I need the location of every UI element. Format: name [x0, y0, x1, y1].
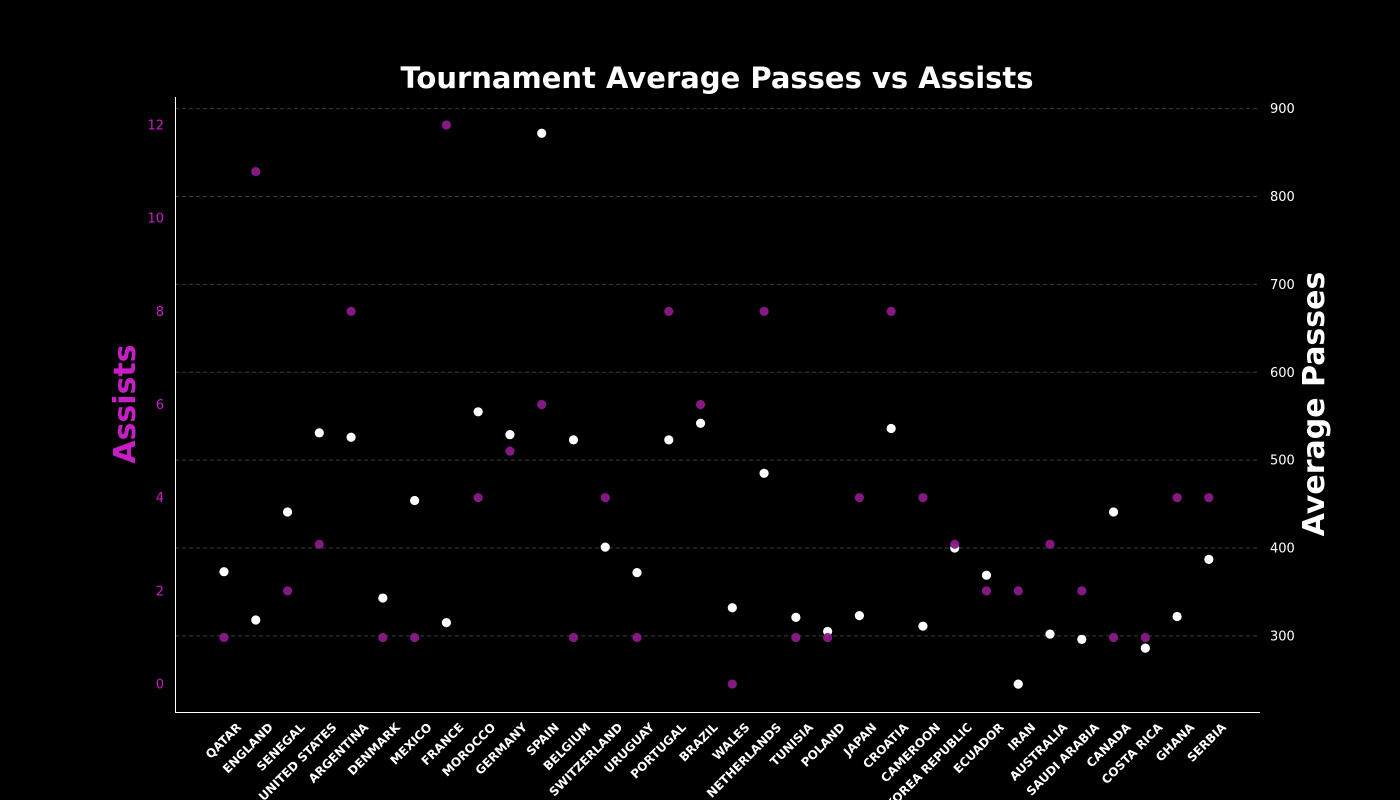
passes-point: [632, 567, 642, 578]
assists-point: [791, 632, 801, 643]
assists-point: [854, 493, 865, 503]
assists-point: [410, 632, 420, 643]
assists-point: [346, 306, 356, 316]
right-tick-label: 900: [1270, 102, 1295, 117]
right-tick-label: 300: [1270, 629, 1295, 644]
passes-point: [1108, 507, 1119, 517]
assists-point: [1204, 493, 1214, 503]
passes-point: [314, 428, 324, 438]
passes-point: [1140, 643, 1150, 653]
passes-point: [918, 621, 928, 631]
y-axis-left-label: Assists: [108, 344, 143, 463]
left-tick-label: 6: [156, 398, 164, 413]
left-tick-label: 0: [156, 678, 164, 693]
left-tick-label: 12: [147, 118, 164, 133]
passes-point: [346, 432, 356, 442]
passes-point: [1172, 611, 1182, 622]
assists-point: [1108, 632, 1119, 643]
assists-point: [568, 632, 579, 643]
passes-point: [505, 430, 515, 440]
right-tick-label: 800: [1270, 190, 1295, 205]
passes-point: [378, 593, 388, 603]
passes-point: [759, 468, 769, 478]
passes-point: [441, 618, 451, 628]
assists-point: [695, 399, 706, 410]
assists-point: [1077, 586, 1087, 596]
passes-point: [791, 612, 801, 622]
passes-point: [600, 542, 610, 552]
assists-point: [1045, 539, 1055, 549]
assists-point: [632, 632, 642, 643]
passes-point: [1204, 554, 1214, 564]
assists-point: [1172, 493, 1182, 503]
assists-point: [505, 446, 515, 456]
chart-title: Tournament Average Passes vs Assists: [400, 61, 1033, 95]
left-tick-label: 2: [156, 584, 164, 599]
assists-point: [981, 586, 992, 596]
passes-point: [473, 407, 483, 417]
left-tick-label: 4: [156, 491, 164, 506]
assists-point: [473, 493, 483, 503]
right-tick-label: 600: [1270, 366, 1295, 381]
passes-point: [886, 423, 896, 434]
assists-point: [1013, 586, 1023, 596]
assists-point: [537, 399, 547, 410]
assists-point: [441, 120, 451, 130]
passes-point: [1077, 634, 1087, 644]
right-tick-label: 400: [1270, 541, 1295, 556]
passes-points: [219, 128, 1214, 689]
assists-point: [823, 632, 833, 643]
passes-point: [727, 603, 737, 613]
right-tick-label: 500: [1270, 454, 1295, 469]
assists-point: [759, 306, 769, 316]
assists-point: [664, 306, 674, 316]
assists-point: [600, 493, 610, 503]
left-tick-label: 10: [147, 212, 164, 227]
assists-point: [918, 493, 928, 503]
passes-point: [981, 570, 992, 580]
left-axis-ticks: 0 2 4 6 8 10 12: [147, 118, 164, 692]
passes-point: [854, 611, 865, 621]
assists-point: [251, 166, 261, 177]
assists-point: [886, 306, 896, 316]
left-tick-label: 8: [156, 305, 164, 320]
passes-point: [664, 435, 674, 445]
right-axis-ticks: 300 400 500 600 700 800 900: [1270, 102, 1295, 644]
assists-point: [1140, 632, 1150, 643]
y-axis-right-label: Average Passes: [1297, 272, 1332, 537]
passes-point: [695, 418, 706, 428]
grid-lines: [175, 108, 1260, 637]
assists-points: [219, 120, 1214, 689]
passes-point: [219, 567, 229, 577]
passes-point: [537, 128, 547, 138]
passes-point: [410, 495, 420, 506]
right-tick-label: 700: [1270, 278, 1295, 293]
passes-point: [568, 435, 579, 445]
assists-point: [727, 679, 737, 689]
assists-point: [314, 539, 324, 549]
axes: [175, 97, 1260, 713]
passes-point: [251, 615, 261, 625]
assists-point: [219, 632, 229, 643]
passes-point: [1045, 629, 1055, 639]
passes-point: [282, 507, 293, 517]
assists-point: [378, 632, 388, 643]
assists-point: [950, 539, 960, 549]
passes-point: [1013, 679, 1023, 689]
assists-point: [282, 586, 293, 596]
